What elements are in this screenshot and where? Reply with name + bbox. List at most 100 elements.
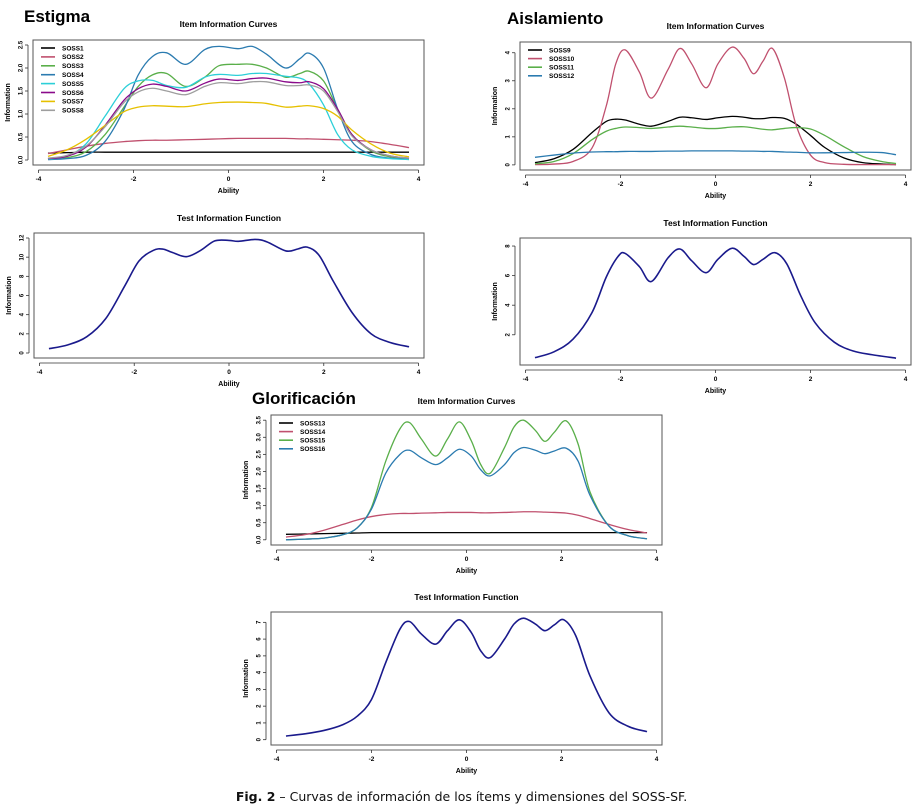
panel-title-aislamiento: Aislamiento xyxy=(507,9,604,28)
y-tick-label: 1.0 xyxy=(19,109,25,118)
x-tick-label: -2 xyxy=(369,756,375,763)
x-tick-label: 4 xyxy=(417,369,421,376)
y-axis-label: Information xyxy=(492,282,499,321)
legend-label: SOSS11 xyxy=(549,65,574,72)
chart-title: Item Information Curves xyxy=(180,19,278,29)
y-axis-label: Information xyxy=(243,461,250,500)
series-line-soss11 xyxy=(534,125,897,165)
x-tick-label: -2 xyxy=(131,176,137,183)
chart-glorificacion-iic: Item Information Curves -4 -2 0 2 4 Ability 0.0… xyxy=(243,396,663,575)
y-tick-label: 3.5 xyxy=(257,415,263,424)
plot-frame xyxy=(519,237,912,366)
y-tick-label: 3 xyxy=(257,687,263,691)
series-line-test-information xyxy=(48,238,410,350)
x-tick-label: -2 xyxy=(131,369,137,376)
x-tick-label: 2 xyxy=(560,756,564,763)
y-tick-label: 1 xyxy=(257,721,263,725)
chart-title: Test Information Function xyxy=(414,592,518,602)
x-tick-label: -4 xyxy=(523,181,529,188)
chart-title: Test Information Function xyxy=(663,218,767,228)
panel-title-estigma: Estigma xyxy=(24,7,91,26)
series-line-soss5 xyxy=(47,72,410,161)
panel-title-glorificacion: Glorificación xyxy=(252,389,356,408)
legend-label: SOSS1 xyxy=(62,45,84,52)
y-tick-label: 0.5 xyxy=(19,132,25,141)
y-tick-label: 3.0 xyxy=(257,432,263,441)
series-line-soss13 xyxy=(285,531,648,535)
x-tick-label: 4 xyxy=(417,176,421,183)
plot-frame xyxy=(270,611,663,746)
y-tick-label: 1.5 xyxy=(257,484,263,493)
caption-label: Fig. 2 xyxy=(235,789,276,804)
y-axis-label: Information xyxy=(6,276,13,315)
chart-glorificacion-tif: Test Information Function -4 -2 0 2 4 Ability 0… xyxy=(243,592,663,775)
y-tick-label: 2.5 xyxy=(257,450,263,459)
y-tick-label: 1.0 xyxy=(257,501,263,510)
y-axis-label: Information xyxy=(5,83,12,122)
y-tick-label: 2 xyxy=(20,332,26,336)
series-line-test-information xyxy=(534,247,897,359)
y-tick-label: 12 xyxy=(20,234,26,241)
x-axis-label: Ability xyxy=(456,568,477,575)
x-tick-label: 4 xyxy=(655,756,659,763)
y-tick-label: 0.0 xyxy=(257,535,263,544)
series-line-soss16 xyxy=(285,446,648,541)
y-axis-label: Information xyxy=(492,87,499,126)
y-tick-label: 8 xyxy=(20,274,26,278)
legend-label: SOSS10 xyxy=(549,56,575,63)
x-axis-label: Ability xyxy=(218,188,239,195)
y-tick-label: 4 xyxy=(506,50,512,54)
x-tick-label: -4 xyxy=(274,756,280,763)
series-line-soss9 xyxy=(534,115,897,166)
legend-label: SOSS14 xyxy=(300,429,326,436)
legend-label: SOSS7 xyxy=(62,99,84,106)
series-line-test-information xyxy=(285,617,648,737)
y-tick-label: 2.0 xyxy=(19,63,25,72)
y-tick-label: 2.0 xyxy=(257,467,263,476)
y-tick-label: 2 xyxy=(506,106,512,110)
x-axis-label: Ability xyxy=(705,193,726,200)
legend-label: SOSS6 xyxy=(62,90,84,97)
y-tick-label: 6 xyxy=(20,293,26,297)
series-line-soss10 xyxy=(534,46,897,166)
y-tick-label: 6 xyxy=(506,273,512,277)
chart-estigma-tif: Test Information Function -4 -2 0 2 4 Ability 0… xyxy=(6,213,425,388)
chart-title: Test Information Function xyxy=(177,213,281,223)
y-tick-label: 0 xyxy=(506,163,512,167)
x-tick-label: -4 xyxy=(37,369,43,376)
chart-estigma-iic: Item Information Curves -4 -2 0 2 4 Ability 0.0… xyxy=(5,19,425,195)
y-tick-label: 0.5 xyxy=(257,518,263,527)
figure-caption: Fig. 2 – Curvas de información de los ít… xyxy=(0,789,923,804)
series-line-soss8 xyxy=(47,80,410,159)
y-tick-label: 7 xyxy=(257,620,263,624)
chart-title: Item Information Curves xyxy=(418,396,516,406)
y-tick-label: 2 xyxy=(257,704,263,708)
caption-text: – Curvas de información de los ítems y d… xyxy=(275,789,688,804)
series-line-soss4 xyxy=(47,45,410,161)
chart-aislamiento-tif: Test Information Function -4 -2 0 2 4 Ability 2… xyxy=(492,218,912,395)
x-tick-label: 2 xyxy=(809,376,813,383)
legend-label: SOSS8 xyxy=(62,108,84,115)
legend-label: SOSS4 xyxy=(62,72,84,79)
x-tick-label: 2 xyxy=(322,369,326,376)
y-tick-label: 8 xyxy=(506,244,512,248)
y-tick-label: 0 xyxy=(20,351,26,355)
x-tick-label: 4 xyxy=(655,556,659,563)
series-line-soss15 xyxy=(285,419,648,541)
legend-label: SOSS3 xyxy=(62,63,84,70)
legend-label: SOSS12 xyxy=(549,73,575,80)
legend-label: SOSS9 xyxy=(549,47,571,54)
y-tick-label: 4 xyxy=(20,312,26,316)
x-tick-label: 0 xyxy=(465,756,469,763)
x-tick-label: -4 xyxy=(274,556,280,563)
y-tick-label: 6 xyxy=(257,637,263,641)
x-tick-label: -2 xyxy=(618,376,624,383)
x-tick-label: -4 xyxy=(523,376,529,383)
chart-aislamiento-iic: Item Information Curves -4 -2 0 2 4 Ability 0 1 2… xyxy=(492,21,912,200)
y-tick-label: 2.5 xyxy=(19,40,25,49)
x-tick-label: 2 xyxy=(322,176,326,183)
y-tick-label: 0 xyxy=(257,737,263,741)
y-tick-label: 5 xyxy=(257,654,263,658)
y-axis-label: Information xyxy=(243,659,250,698)
